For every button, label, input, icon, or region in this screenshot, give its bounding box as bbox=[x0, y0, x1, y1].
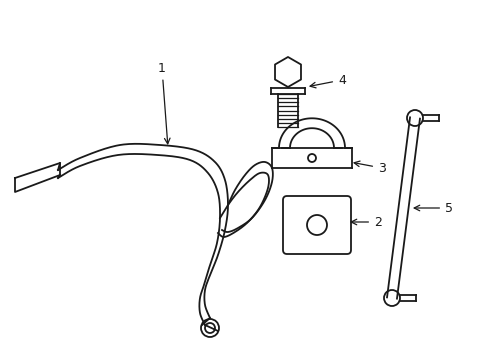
Text: 5: 5 bbox=[413, 202, 452, 215]
Text: 2: 2 bbox=[350, 216, 381, 229]
Text: 1: 1 bbox=[158, 62, 170, 144]
Text: 3: 3 bbox=[353, 161, 385, 175]
Text: 4: 4 bbox=[309, 73, 345, 88]
